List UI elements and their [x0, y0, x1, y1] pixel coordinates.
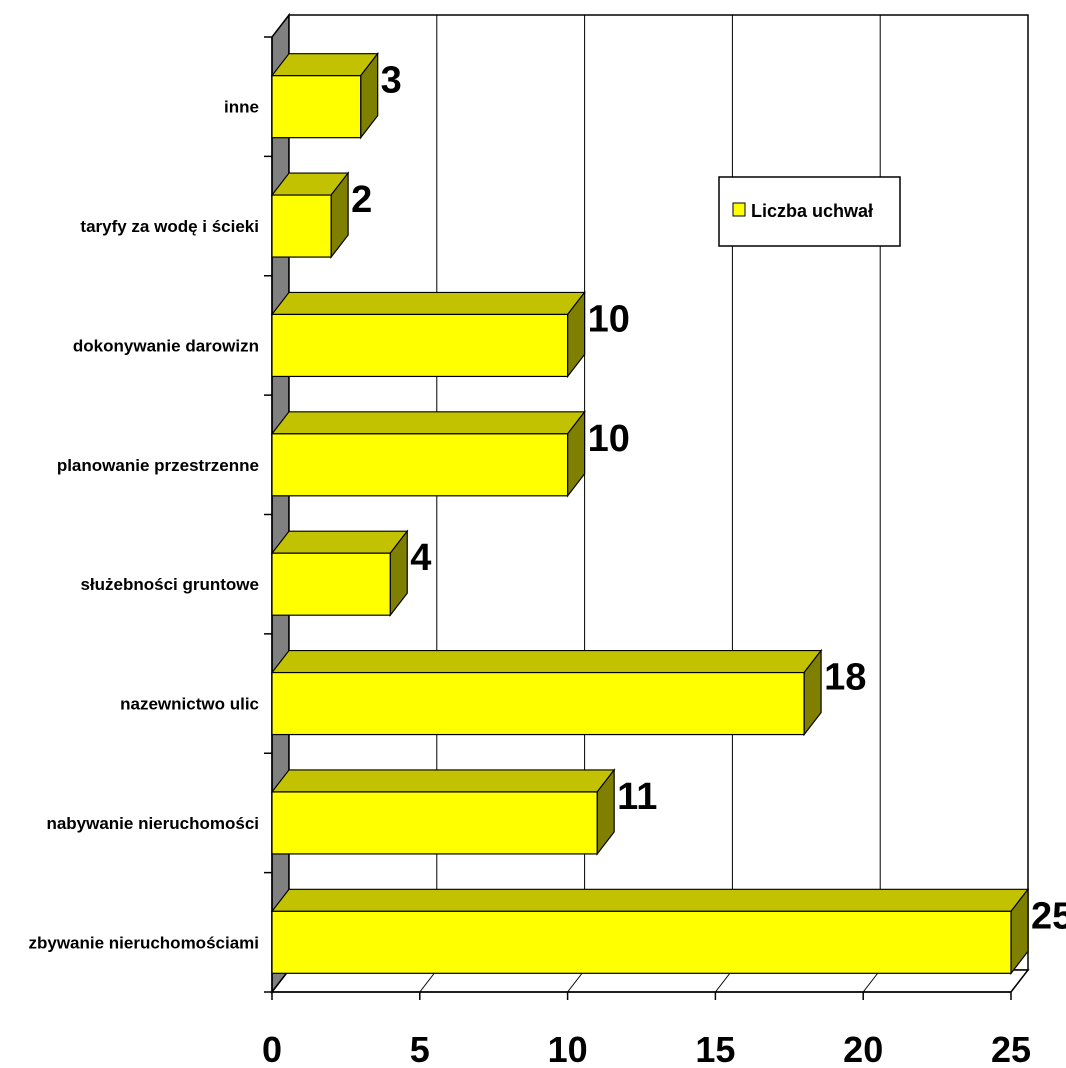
bar-front: [271, 75, 362, 139]
value-label: 25: [1031, 895, 1066, 937]
bar-top: [270, 649, 823, 674]
bar-front: [271, 791, 598, 855]
value-label: 2: [351, 179, 372, 221]
category-label: zbywanie nieruchomościami: [28, 933, 259, 952]
value-label: 10: [588, 418, 630, 460]
bar-front: [271, 910, 1012, 974]
category-label: planowanie przestrzenne: [57, 456, 259, 475]
category-label: nabywanie nieruchomości: [46, 814, 259, 833]
category-label: służebności gruntowe: [80, 575, 259, 594]
value-label: 3: [381, 60, 402, 102]
category-label: nazewnictwo ulic: [120, 695, 259, 714]
x-tick-label: 25: [991, 1029, 1031, 1068]
bar-top: [270, 411, 586, 435]
category-label: dokonywanie darowizn: [73, 336, 259, 355]
bar-front: [271, 671, 805, 736]
bar-front: [271, 313, 569, 378]
value-label: 11: [617, 776, 657, 818]
value-label: 18: [824, 657, 866, 699]
bar: [270, 768, 616, 856]
bar-front: [271, 194, 332, 258]
bar-top: [270, 53, 379, 77]
bar: [270, 887, 1030, 976]
x-tick-label: 5: [410, 1029, 430, 1068]
legend-series-name: Liczba uchwał: [751, 201, 873, 221]
bar-front: [271, 433, 569, 497]
x-tick-label: 0: [262, 1029, 282, 1068]
x-tick-label: 10: [548, 1029, 588, 1068]
legend: Liczba uchwał: [718, 176, 901, 247]
category-labels: zbywanie nieruchomościami nabywanie nieru…: [28, 98, 259, 953]
x-axis-ticks: 0 5 10 15 20 25: [262, 36, 1031, 1068]
bar-front: [271, 552, 391, 616]
bar-top: [270, 530, 409, 554]
value-labels: 25 11 18 4 10 10 2 3: [351, 60, 1066, 938]
bar-top: [270, 769, 616, 793]
category-label: inne: [224, 98, 259, 117]
x-tick-label: 20: [843, 1029, 883, 1068]
bar: [270, 529, 409, 617]
bar: [270, 171, 350, 259]
value-label: 10: [588, 298, 630, 340]
floor-gridline: [1010, 969, 1029, 993]
value-label: 4: [410, 537, 431, 579]
bar-top: [270, 291, 586, 316]
bar: [270, 290, 586, 379]
category-label: taryfy za wodę i ścieki: [80, 217, 259, 236]
bar: [270, 648, 823, 737]
bar: [270, 410, 586, 498]
bar-top: [270, 888, 1030, 912]
bar: [270, 51, 379, 140]
bars: [270, 51, 1030, 976]
x-tick-label: 15: [695, 1029, 735, 1068]
legend-box: [718, 176, 901, 247]
legend-swatch: [732, 202, 746, 217]
